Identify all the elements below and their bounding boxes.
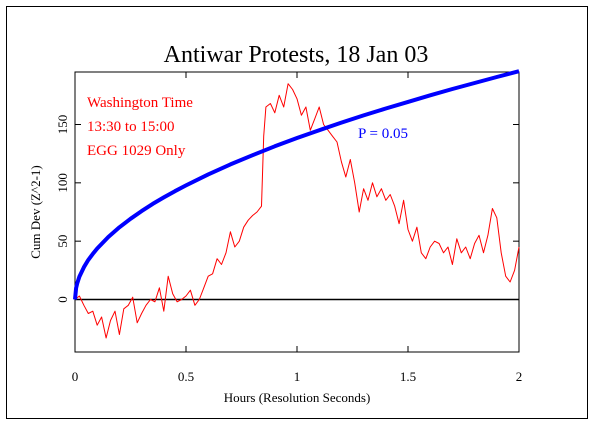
outer-border: [6, 6, 588, 419]
x-tick-label: 1.5: [400, 369, 416, 384]
annotation-egg: EGG 1029 Only: [87, 143, 186, 159]
cumdev-line: [74, 83, 520, 339]
annotation-time-range: 13:30 to 15:00: [87, 119, 175, 135]
x-tick-label: 2: [516, 369, 523, 384]
annotation-timezone: Washington Time: [87, 95, 193, 111]
p-value-label: P = 0.05: [358, 126, 408, 142]
x-tick-label: 1: [294, 369, 301, 384]
x-axis: 0 0.5 1 1.5 2: [72, 72, 523, 384]
x-tick-label: 0.5: [178, 369, 194, 384]
y-axis-title: Cum Dev (Z^2-1): [28, 165, 43, 258]
y-axis: 0 50 100 150: [55, 115, 519, 303]
chart-title: Antiwar Protests, 18 Jan 03: [164, 42, 429, 68]
y-tick-label: 0: [55, 296, 70, 303]
x-axis-title: Hours (Resolution Seconds): [224, 390, 371, 405]
y-tick-label: 150: [55, 115, 70, 135]
y-tick-label: 100: [55, 173, 70, 193]
y-tick-label: 50: [55, 235, 70, 248]
x-tick-label: 0: [72, 369, 79, 384]
p005-envelope-curve: [73, 69, 520, 300]
